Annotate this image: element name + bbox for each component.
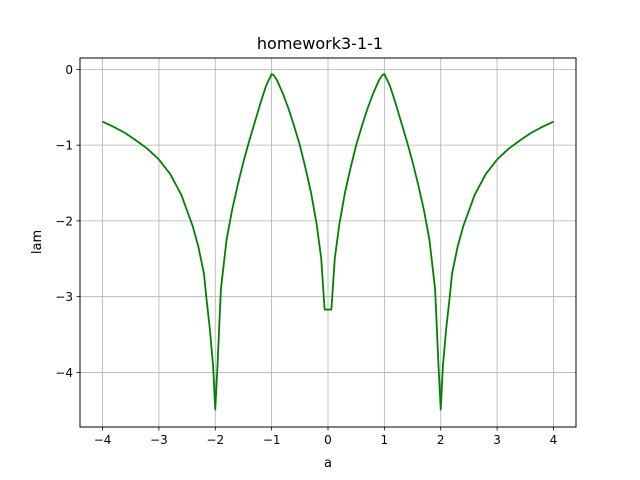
- x-tick-label: −2: [206, 433, 224, 447]
- y-axis-label: lam: [30, 230, 45, 254]
- y-tick-label: −4: [55, 366, 73, 380]
- y-tick-label: −2: [55, 214, 73, 228]
- x-tick-label: 3: [493, 433, 501, 447]
- y-tick-label: 0: [65, 63, 73, 77]
- x-tick-label: −1: [263, 433, 281, 447]
- plot-series: [102, 73, 554, 411]
- x-tick-label: 1: [381, 433, 389, 447]
- x-tick-label: −3: [150, 433, 168, 447]
- y-tick-label: −1: [55, 139, 73, 153]
- grid: [80, 58, 576, 427]
- chart-title: homework3-1-1: [257, 34, 383, 53]
- x-tick-label: 2: [437, 433, 445, 447]
- series-line-0: [102, 73, 554, 411]
- y-tick-label: −3: [55, 290, 73, 304]
- x-tick-label: −4: [94, 433, 112, 447]
- x-axis-label: a: [324, 456, 332, 471]
- x-tick-label: 0: [324, 433, 332, 447]
- axis-ticks: −4 −3 −2 −1 0 1 2 3 4 −4 −3 −2 −1 0: [55, 63, 557, 447]
- x-tick-label: 4: [550, 433, 558, 447]
